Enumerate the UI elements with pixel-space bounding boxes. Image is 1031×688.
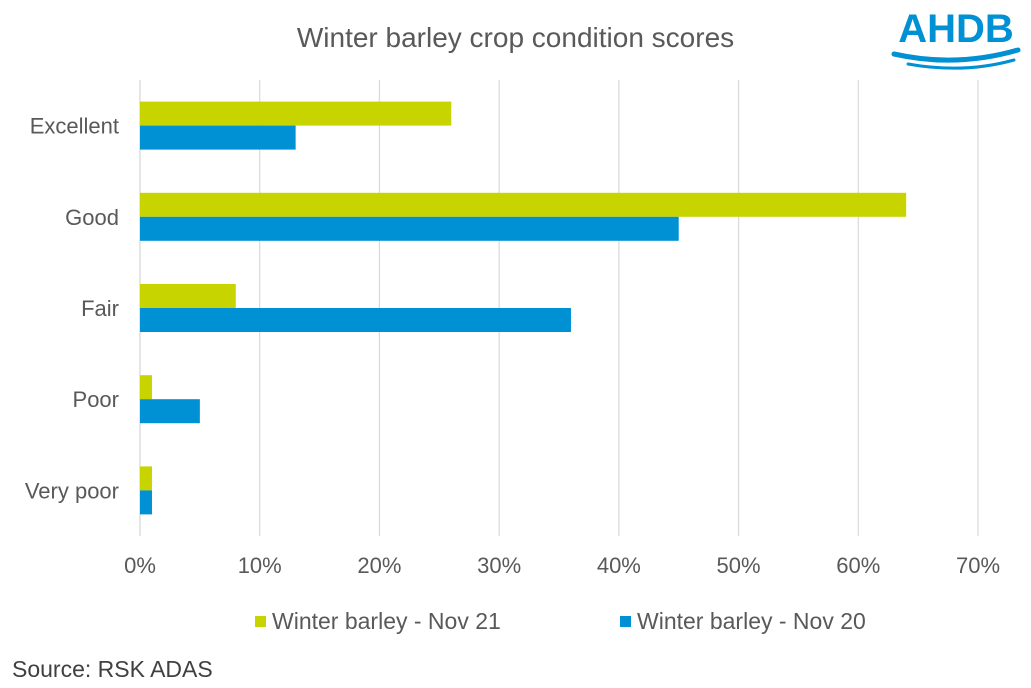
bar-nov-21 [140,466,152,491]
bar-nov-20 [140,216,679,241]
legend-swatch-nov-21 [255,616,266,627]
category-label: Excellent [30,114,119,139]
category-label: Good [65,205,119,230]
chart-title: Winter barley crop condition scores [296,22,735,53]
x-tick-labels: 0% 10% 20% 30% 40% 50% 60% 70% [124,553,1000,578]
bar-nov-21 [140,101,452,126]
svg-text:AHDB: AHDB [898,7,1014,51]
category-label: Fair [81,296,119,321]
bar-nov-21 [140,375,152,400]
bar-nov-20 [140,308,571,332]
legend-label-nov-20: Winter barley - Nov 20 [637,608,866,634]
bar-nov-20 [140,490,152,515]
x-tick-label: 40% [597,553,641,578]
x-tick-label: 70% [956,553,1000,578]
x-tick-label: 10% [238,553,282,578]
bar-nov-20 [140,399,200,424]
x-tick-label: 0% [124,553,156,578]
source-note: Source: RSK ADAS [12,656,213,682]
legend: Winter barley - Nov 21 Winter barley - N… [0,608,1031,638]
category-label: Very poor [25,478,119,503]
bars [140,101,907,515]
ahdb-logo: AHDB [891,7,1021,70]
bar-nov-20 [140,125,296,150]
legend-swatch-nov-20 [620,616,631,627]
category-label: Poor [73,387,119,412]
x-tick-label: 30% [477,553,521,578]
legend-item-nov-21: Winter barley - Nov 21 [255,608,501,635]
bar-nov-21 [140,192,907,217]
x-tick-label: 20% [357,553,401,578]
x-tick-label: 50% [717,553,761,578]
bar-chart-plot: Excellent Good Fair Poor Very poor 0% 10% 20% 3… [25,80,1000,578]
legend-label-nov-21: Winter barley - Nov 21 [272,608,501,634]
category-labels: Excellent Good Fair Poor Very poor [25,114,119,504]
bar-nov-21 [140,284,236,308]
x-tick-label: 60% [836,553,880,578]
legend-item-nov-20: Winter barley - Nov 20 [620,608,866,635]
